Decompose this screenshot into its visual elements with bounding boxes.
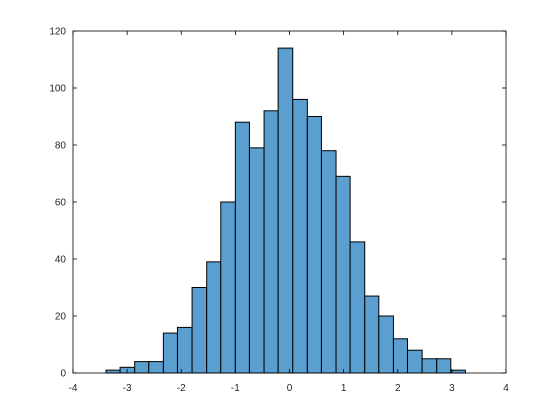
histogram-bar bbox=[134, 361, 150, 374]
x-tick-label: 1 bbox=[341, 383, 347, 394]
y-tick-label: 60 bbox=[55, 198, 67, 209]
y-tick-label: 20 bbox=[55, 312, 67, 323]
x-tick-label: -2 bbox=[177, 383, 186, 394]
histogram-bar bbox=[320, 150, 337, 374]
y-tick-label: 80 bbox=[55, 141, 67, 152]
histogram-bar bbox=[436, 358, 452, 374]
x-tick-label: 4 bbox=[503, 383, 509, 394]
y-axis: 0 20 40 60 80 100 120 bbox=[49, 27, 506, 380]
x-tick-label: -4 bbox=[69, 383, 78, 394]
histogram-bar bbox=[378, 315, 394, 374]
histogram-bar bbox=[306, 116, 322, 374]
histogram-bar bbox=[234, 121, 250, 374]
y-tick-label: 120 bbox=[49, 27, 66, 38]
histogram-bar bbox=[335, 175, 351, 374]
y-tick-label: 0 bbox=[60, 369, 66, 380]
histogram-bar bbox=[349, 241, 366, 374]
histogram-bar bbox=[191, 287, 208, 374]
x-tick-label: -1 bbox=[231, 383, 240, 394]
histogram-bar bbox=[148, 361, 164, 374]
y-tick-label: 100 bbox=[49, 84, 66, 95]
y-tick-label: 40 bbox=[55, 255, 67, 266]
x-axis: -4 -3 -2 -1 0 1 2 3 4 bbox=[69, 31, 509, 394]
histogram-bar bbox=[162, 332, 178, 374]
histogram-bar bbox=[292, 98, 308, 374]
histogram-bar bbox=[105, 369, 121, 374]
histogram-bar bbox=[206, 261, 222, 374]
x-tick-label: 2 bbox=[395, 383, 401, 394]
histogram-bar bbox=[406, 349, 423, 374]
histogram-bar bbox=[220, 201, 236, 374]
histogram-bar bbox=[263, 110, 279, 374]
x-tick-label: 0 bbox=[287, 383, 293, 394]
histogram-bar bbox=[450, 369, 466, 374]
x-tick-label: -3 bbox=[123, 383, 132, 394]
histogram-bar bbox=[364, 295, 380, 374]
histogram-bar bbox=[277, 47, 294, 374]
histogram-bar bbox=[248, 147, 265, 374]
x-tick-label: 3 bbox=[449, 383, 455, 394]
histogram-bar bbox=[176, 326, 193, 374]
histogram-bar bbox=[421, 358, 438, 374]
bars-group bbox=[105, 47, 466, 374]
histogram-bar bbox=[392, 338, 408, 374]
